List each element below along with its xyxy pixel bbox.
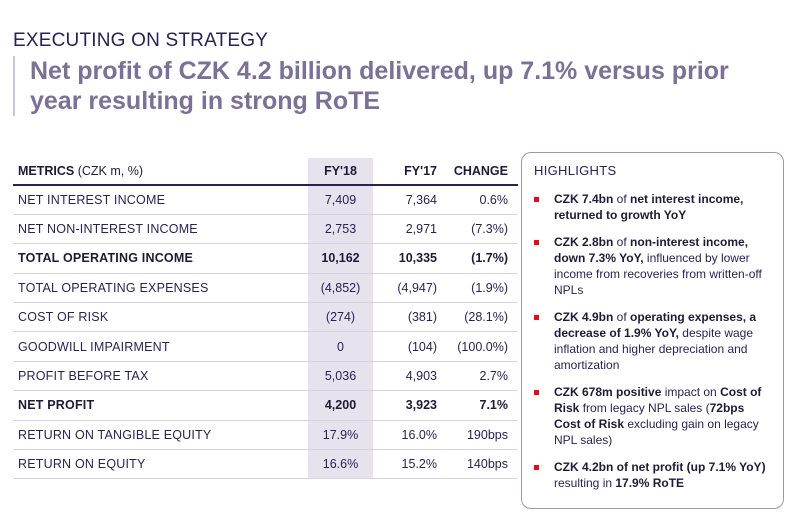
table-header-row: METRICS (CZK m, %) FY'18 FY'17 CHANGE [13,158,518,186]
row-fy17: 10,335 [373,243,446,274]
row-fy18: 16.6% [308,449,373,480]
highlight-item: CZK 4.9bn of operating expenses, a decre… [534,309,771,373]
table-row: PROFIT BEFORE TAX 5,036 4,903 2.7% [13,361,518,392]
row-fy18: 10,162 [308,243,373,274]
table-row: COST OF RISK (274) (381) (28.1%) [13,302,518,333]
row-fy17: 4,903 [373,361,446,392]
header-fy18: FY'18 [308,158,373,186]
table-row: NET NON-INTEREST INCOME 2,753 2,971 (7.3… [13,214,518,245]
bullet-square-icon [534,390,539,395]
row-label: NET INTEREST INCOME [13,185,308,215]
highlight-text: from legacy NPL sales ( [579,401,710,415]
row-fy18: 5,036 [308,361,373,392]
highlights-title: HIGHLIGHTS [534,163,617,178]
row-fy18: 17.9% [308,420,373,451]
row-fy18: 7,409 [308,185,373,215]
highlight-text: impact on [661,385,721,399]
row-label: COST OF RISK [13,302,308,333]
row-change: (100.0%) [446,331,518,362]
highlight-bold: net interest income, returned to growth … [554,192,744,222]
highlight-item: CZK 2.8bn of non-interest income, down 7… [534,234,771,298]
row-label: TOTAL OPERATING INCOME [13,243,308,274]
table-row: GOODWILL IMPAIRMENT 0 (104) (100.0%) [13,331,518,362]
row-fy17: 16.0% [373,420,446,451]
row-fy18: 0 [308,331,373,362]
highlight-bold: Cost of Risk [554,385,762,415]
row-label: RETURN ON EQUITY [13,449,308,480]
table-row: NET INTEREST INCOME 7,409 7,364 0.6% [13,185,518,215]
row-fy18: 4,200 [308,390,373,421]
highlight-bold: CZK 7.4bn [554,192,614,206]
row-label: NET NON-INTEREST INCOME [13,214,308,245]
metrics-table: METRICS (CZK m, %) FY'18 FY'17 CHANGE NE… [13,158,518,480]
highlight-item: CZK 7.4bn of net interest income, return… [534,191,771,223]
header-fy17: FY'17 [373,158,446,186]
row-change: 2.7% [446,361,518,392]
bullet-square-icon [534,465,539,470]
row-change: 140bps [446,449,518,480]
table-row: TOTAL OPERATING EXPENSES (4,852) (4,947)… [13,273,518,304]
row-change: 7.1% [446,390,518,421]
header-metrics-label: METRICS [18,164,75,178]
row-fy17: 15.2% [373,449,446,480]
row-fy17: 7,364 [373,185,446,215]
row-change: 190bps [446,420,518,451]
row-fy17: 3,923 [373,390,446,421]
row-fy18: 2,753 [308,214,373,245]
row-label: NET PROFIT [13,390,308,421]
page-title: Net profit of CZK 4.2 billion delivered,… [30,57,729,115]
row-fy17: (381) [373,302,446,333]
highlight-item: CZK 678m positive impact on Cost of Risk… [534,384,771,448]
table-row: RETURN ON EQUITY 16.6% 15.2% 140bps [13,449,518,480]
row-label: RETURN ON TANGIBLE EQUITY [13,420,308,451]
highlight-text: of [613,235,631,249]
header-metrics: METRICS (CZK m, %) [13,158,308,186]
title-block: Net profit of CZK 4.2 billion delivered,… [13,56,773,116]
highlight-text: of [613,310,631,324]
bullet-square-icon [534,315,539,320]
row-change: (1.7%) [446,243,518,274]
header-metrics-unit: (CZK m, %) [74,164,143,178]
highlight-text: of [613,192,631,206]
row-fy18: (274) [308,302,373,333]
row-label: TOTAL OPERATING EXPENSES [13,273,308,304]
table-row: TOTAL OPERATING INCOME 10,162 10,335 (1.… [13,243,518,274]
table-row: NET PROFIT 4,200 3,923 7.1% [13,390,518,421]
highlight-text: excluding gain on legacy NPL sales) [554,417,759,447]
highlight-bold: operating expenses, a decrease of 1.9% Y… [554,310,757,340]
row-label: GOODWILL IMPAIRMENT [13,331,308,362]
row-label: PROFIT BEFORE TAX [13,361,308,392]
highlight-bold: CZK 4.2bn of net profit (up 7.1% YoY) [554,460,766,474]
highlight-item: CZK 4.2bn of net profit (up 7.1% YoY) re… [534,459,771,491]
highlight-text: despite wage inflation and higher deprec… [554,326,754,372]
highlight-bold: 17.9% RoTE [615,476,685,490]
row-fy17: (104) [373,331,446,362]
highlight-text: influenced by lower income from recoveri… [554,251,762,297]
bullet-square-icon [534,197,539,202]
highlight-bold: 72bps Cost of Risk [554,401,745,431]
row-fy18: (4,852) [308,273,373,304]
header-change: CHANGE [446,158,518,186]
row-fy17: 2,971 [373,214,446,245]
table-row: RETURN ON TANGIBLE EQUITY 17.9% 16.0% 19… [13,420,518,451]
highlights-panel: HIGHLIGHTS CZK 7.4bn of net interest inc… [521,152,784,509]
row-change: (28.1%) [446,302,518,333]
highlight-bold: CZK 4.9bn [554,310,614,324]
row-change: (7.3%) [446,214,518,245]
bullet-square-icon [534,240,539,245]
row-change: 0.6% [446,185,518,215]
highlight-text: resulting in [554,476,616,490]
section-kicker: EXECUTING ON STRATEGY [13,30,269,51]
highlight-bold: non-interest income, down 7.3% YoY, [554,235,749,265]
highlights-list: CZK 7.4bn of net interest income, return… [534,191,771,491]
row-change: (1.9%) [446,273,518,304]
highlight-bold: CZK 678m positive [554,385,662,399]
highlight-bold: CZK 2.8bn [554,235,614,249]
row-fy17: (4,947) [373,273,446,304]
